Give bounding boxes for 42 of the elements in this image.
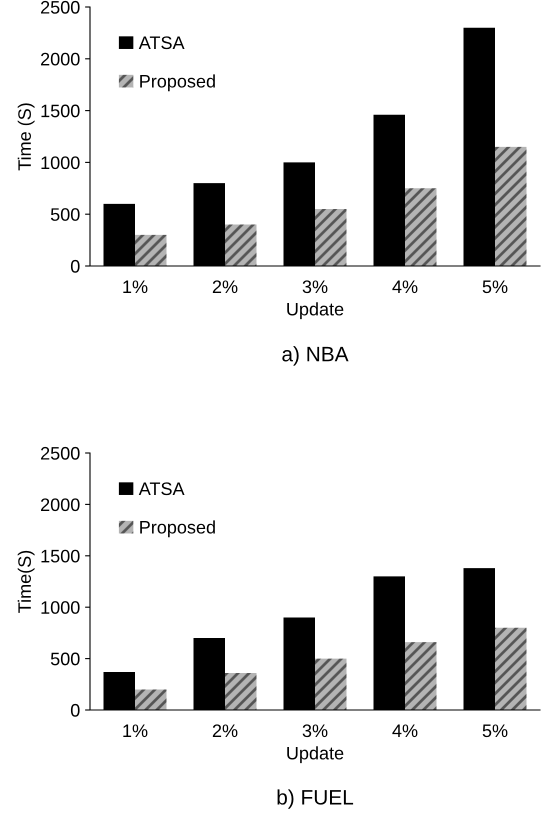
y-tick-label: 1500 — [41, 104, 80, 118]
y-tick-label: 1500 — [41, 550, 80, 563]
y-tick-label: 0 — [70, 704, 80, 717]
y-tick-label: 2500 — [41, 446, 80, 460]
y-tick-label: 0 — [70, 260, 80, 273]
y-tick-label: 500 — [50, 652, 80, 666]
bar — [225, 224, 256, 266]
bar — [495, 628, 526, 710]
x-axis-title: Update — [287, 746, 344, 764]
text: a) NBA — [282, 346, 349, 366]
x-tick-label: 5% — [482, 724, 508, 738]
x-tick-label: 5% — [482, 280, 508, 294]
legend-label: ATSA — [138, 36, 185, 50]
y-tick-label: 2000 — [41, 52, 80, 66]
bar — [225, 672, 256, 710]
x-tick-label: 3% — [302, 280, 328, 294]
bar — [405, 642, 436, 710]
y-tick-label: 1000 — [41, 601, 80, 614]
y-tick-label: 500 — [50, 208, 80, 221]
x-tick-label: 1% — [123, 280, 148, 294]
bar — [405, 188, 436, 266]
text: b) FUEL — [278, 789, 354, 809]
y-axis-title: Time(S) — [18, 550, 35, 613]
y-tick-label: 1000 — [41, 156, 80, 170]
bar — [315, 658, 346, 710]
legend-label: Proposed — [140, 74, 215, 92]
bar — [495, 146, 526, 266]
x-tick-label: 4% — [392, 280, 418, 294]
x-tick-label: 2% — [212, 724, 238, 738]
legend-label: ATSA — [138, 482, 185, 496]
x-tick-label: 4% — [392, 724, 418, 738]
bar — [315, 209, 346, 266]
legend-label: Proposed — [140, 520, 215, 538]
y-tick-label: 2000 — [41, 498, 80, 512]
bar — [135, 689, 166, 710]
x-axis-title: Update — [287, 302, 344, 320]
bar — [135, 234, 166, 266]
x-tick-label: 3% — [302, 724, 328, 738]
y-tick-label: 2500 — [41, 0, 80, 14]
x-tick-label: 2% — [212, 280, 238, 294]
y-axis-title: Time (S) — [18, 103, 35, 170]
x-tick-label: 1% — [123, 724, 148, 738]
